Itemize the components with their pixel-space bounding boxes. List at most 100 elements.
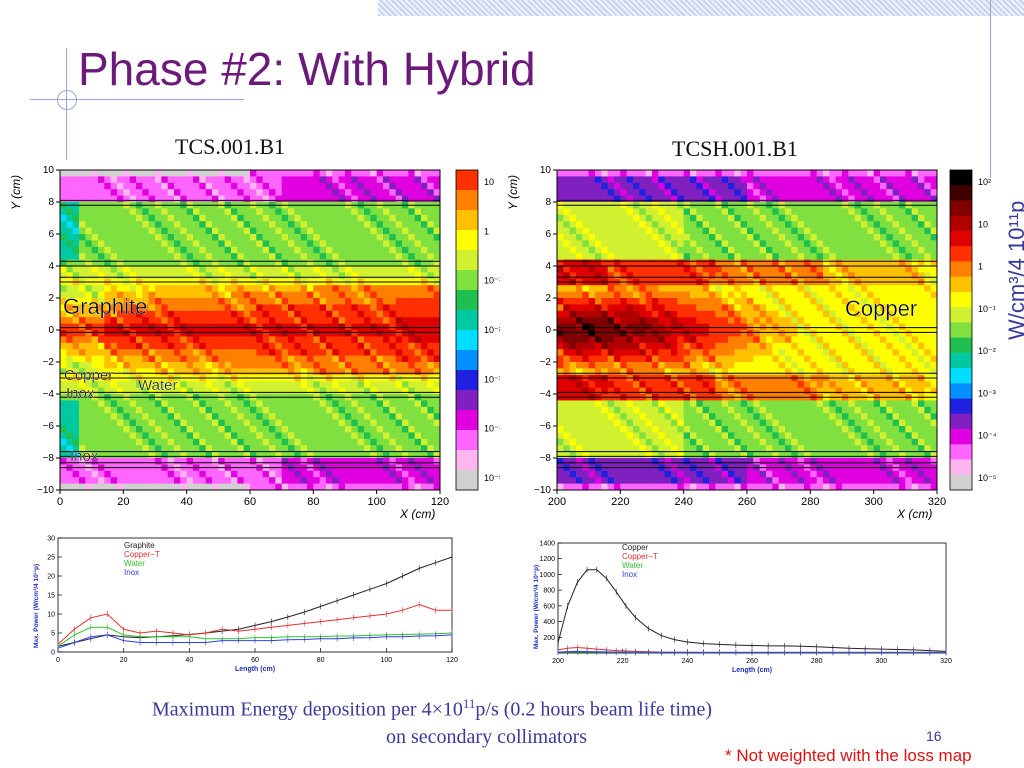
heatmap-cell: [702, 266, 710, 273]
heatmap-cell: [313, 362, 321, 369]
heatmap-cell: [364, 170, 371, 177]
heatmap-cell: [588, 477, 596, 484]
heatmap-cell: [180, 413, 188, 420]
heatmap-cell: [294, 310, 302, 318]
heatmap-cell: [614, 458, 621, 465]
heatmap-cell: [167, 400, 175, 408]
heatmap-cell: [677, 272, 685, 280]
heatmap-cell: [345, 266, 352, 273]
heatmap-cell: [557, 355, 564, 363]
heatmap-cell: [595, 349, 602, 356]
heatmap-cell: [231, 272, 238, 280]
heatmap-cell: [702, 323, 710, 331]
heatmap-cell: [557, 458, 564, 465]
heatmap-cell: [364, 253, 371, 260]
heatmap-cell: [759, 227, 767, 235]
heatmap-cell: [281, 483, 289, 491]
heatmap-cell: [696, 272, 704, 280]
heatmap-cell: [721, 483, 729, 491]
heatmap-cell: [709, 330, 716, 337]
heatmap-cell: [370, 234, 378, 241]
heatmap-cell: [256, 317, 264, 324]
heatmap-cell: [199, 208, 207, 216]
heatmap-cell: [338, 170, 346, 177]
heatmap-cell: [772, 470, 780, 478]
heatmap-cell: [256, 458, 264, 465]
heatmap-cell: [91, 189, 99, 196]
heatmap-cell: [364, 234, 371, 241]
heatmap-cell: [766, 208, 773, 216]
heatmap-cell: [772, 170, 780, 177]
heatmap-cell: [79, 419, 86, 427]
heatmap-cell: [753, 419, 761, 427]
heatmap-cell: [345, 413, 352, 420]
heatmap-cell: [307, 234, 314, 241]
heatmap-cell: [338, 259, 346, 267]
heatmap-cell: [85, 176, 93, 184]
heatmap-cell: [376, 310, 384, 318]
heatmap-cell: [414, 195, 422, 203]
heatmap-cell: [212, 413, 219, 420]
heatmap-cell: [275, 349, 283, 356]
heatmap-cell: [595, 400, 602, 408]
heatmap-cell: [91, 438, 99, 446]
heatmap-cell: [433, 272, 441, 280]
heatmap-cell: [709, 413, 716, 420]
heatmap-cell: [199, 259, 207, 267]
heatmap-cell: [300, 253, 308, 260]
heatmap-cell: [300, 298, 308, 305]
heatmap-cell: [66, 387, 74, 395]
heatmap-cell: [414, 253, 422, 260]
heatmap-cell: [383, 349, 390, 356]
heatmap-cell: [117, 170, 124, 177]
heatmap-cell: [785, 470, 792, 478]
heatmap-cell: [601, 221, 609, 228]
heatmap-cell: [389, 253, 397, 260]
heatmap-cell: [785, 355, 792, 363]
heatmap-cell: [357, 470, 365, 478]
heatmap-cell: [395, 221, 403, 228]
heatmap-cell: [791, 214, 799, 222]
heatmap-cell: [569, 445, 577, 452]
heatmap-cell: [740, 330, 748, 337]
heatmap-cell: [288, 413, 295, 420]
heatmap-cell: [66, 246, 74, 254]
heatmap-cell: [300, 355, 308, 363]
heatmap-cell: [696, 310, 704, 318]
heatmap-cell: [161, 355, 169, 363]
heatmap-cell: [148, 266, 156, 273]
heatmap-cell: [690, 246, 697, 254]
heatmap-cell: [376, 400, 384, 408]
heatmap-cell: [205, 413, 213, 420]
heatmap-cell: [778, 298, 786, 305]
heatmap-cell: [785, 317, 792, 324]
heatmap-cell: [123, 445, 131, 452]
heatmap-cell: [715, 342, 723, 350]
heatmap-cell: [408, 470, 416, 478]
heatmap-cell: [614, 355, 621, 363]
heatmap-cell: [72, 477, 80, 484]
heatmap-cell: [639, 317, 647, 324]
heatmap-cell: [212, 259, 219, 267]
heatmap-cell: [747, 310, 754, 318]
heatmap-cell: [117, 240, 124, 248]
heatmap-cell: [212, 310, 219, 318]
heatmap-cell: [193, 432, 200, 440]
heatmap-cell: [389, 342, 397, 350]
heatmap-cell: [766, 438, 773, 446]
heatmap-cell: [91, 368, 99, 376]
heatmap-cell: [91, 266, 99, 273]
heatmap-cell: [645, 182, 653, 190]
heatmap-cell: [351, 227, 359, 235]
heatmap-cell: [174, 483, 181, 491]
heatmap-cell: [421, 406, 428, 414]
heatmap-cell: [142, 317, 150, 324]
heatmap-cell: [307, 189, 314, 196]
heatmap-cell: [281, 234, 289, 241]
heatmap-cell: [383, 304, 390, 312]
heatmap-cell: [91, 336, 99, 344]
heatmap-cell: [148, 176, 156, 184]
heatmap-cell: [288, 266, 295, 273]
heatmap-cell: [728, 342, 735, 350]
heatmap-cell: [326, 304, 333, 312]
